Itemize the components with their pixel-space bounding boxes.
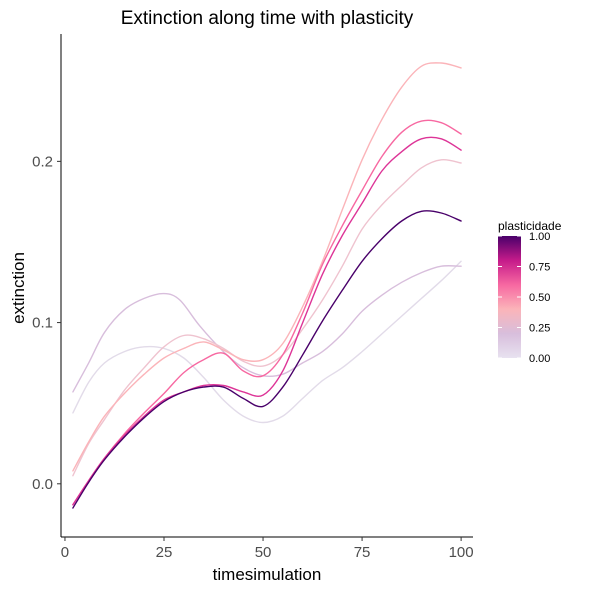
legend-colorbar [498, 236, 521, 358]
x-tick-label: 100 [449, 544, 474, 561]
x-tick-label: 0 [61, 544, 69, 561]
legend-tick-label: 0.50 [529, 292, 550, 304]
x-axis-ticks: 0 25 50 75 100 [61, 537, 474, 561]
legend: plasticidade 0.00 0.25 0.50 0.75 1.00 [498, 219, 562, 365]
legend-tick-label: 0.00 [529, 353, 550, 365]
x-tick-label: 25 [156, 544, 173, 561]
series-line-plasticity-0.2 [72, 158, 462, 477]
series-layer [72, 62, 462, 509]
series-line-plasticity-0.3 [72, 62, 462, 472]
legend-tick-label: 0.75 [529, 262, 550, 274]
y-axis-label: extinction [9, 252, 28, 324]
x-axis-label: timesimulation [213, 565, 322, 584]
legend-ticks: 0.00 0.25 0.50 0.75 1.00 [498, 231, 550, 365]
y-tick-label: 0.1 [32, 315, 53, 332]
legend-tick-label: 0.25 [529, 323, 550, 335]
x-tick-label: 50 [255, 544, 272, 561]
legend-title: plasticidade [498, 219, 562, 233]
chart-title: Extinction along time with plasticity [121, 8, 414, 29]
y-tick-label: 0.0 [32, 476, 53, 493]
y-tick-label: 0.2 [32, 153, 53, 170]
x-tick-label: 75 [354, 544, 371, 561]
y-axis-ticks: 0.0 0.1 0.2 [32, 153, 61, 493]
series-line-plasticity-0 [72, 260, 462, 424]
series-line-plasticity-0.5 [72, 119, 462, 506]
plot-area: 0 25 50 75 100 0.0 0.1 0.2 [32, 34, 474, 561]
series-line-plasticity-0.7 [72, 136, 462, 506]
legend-tick-label: 1.00 [529, 231, 550, 243]
series-line-plasticity-1 [72, 210, 462, 509]
